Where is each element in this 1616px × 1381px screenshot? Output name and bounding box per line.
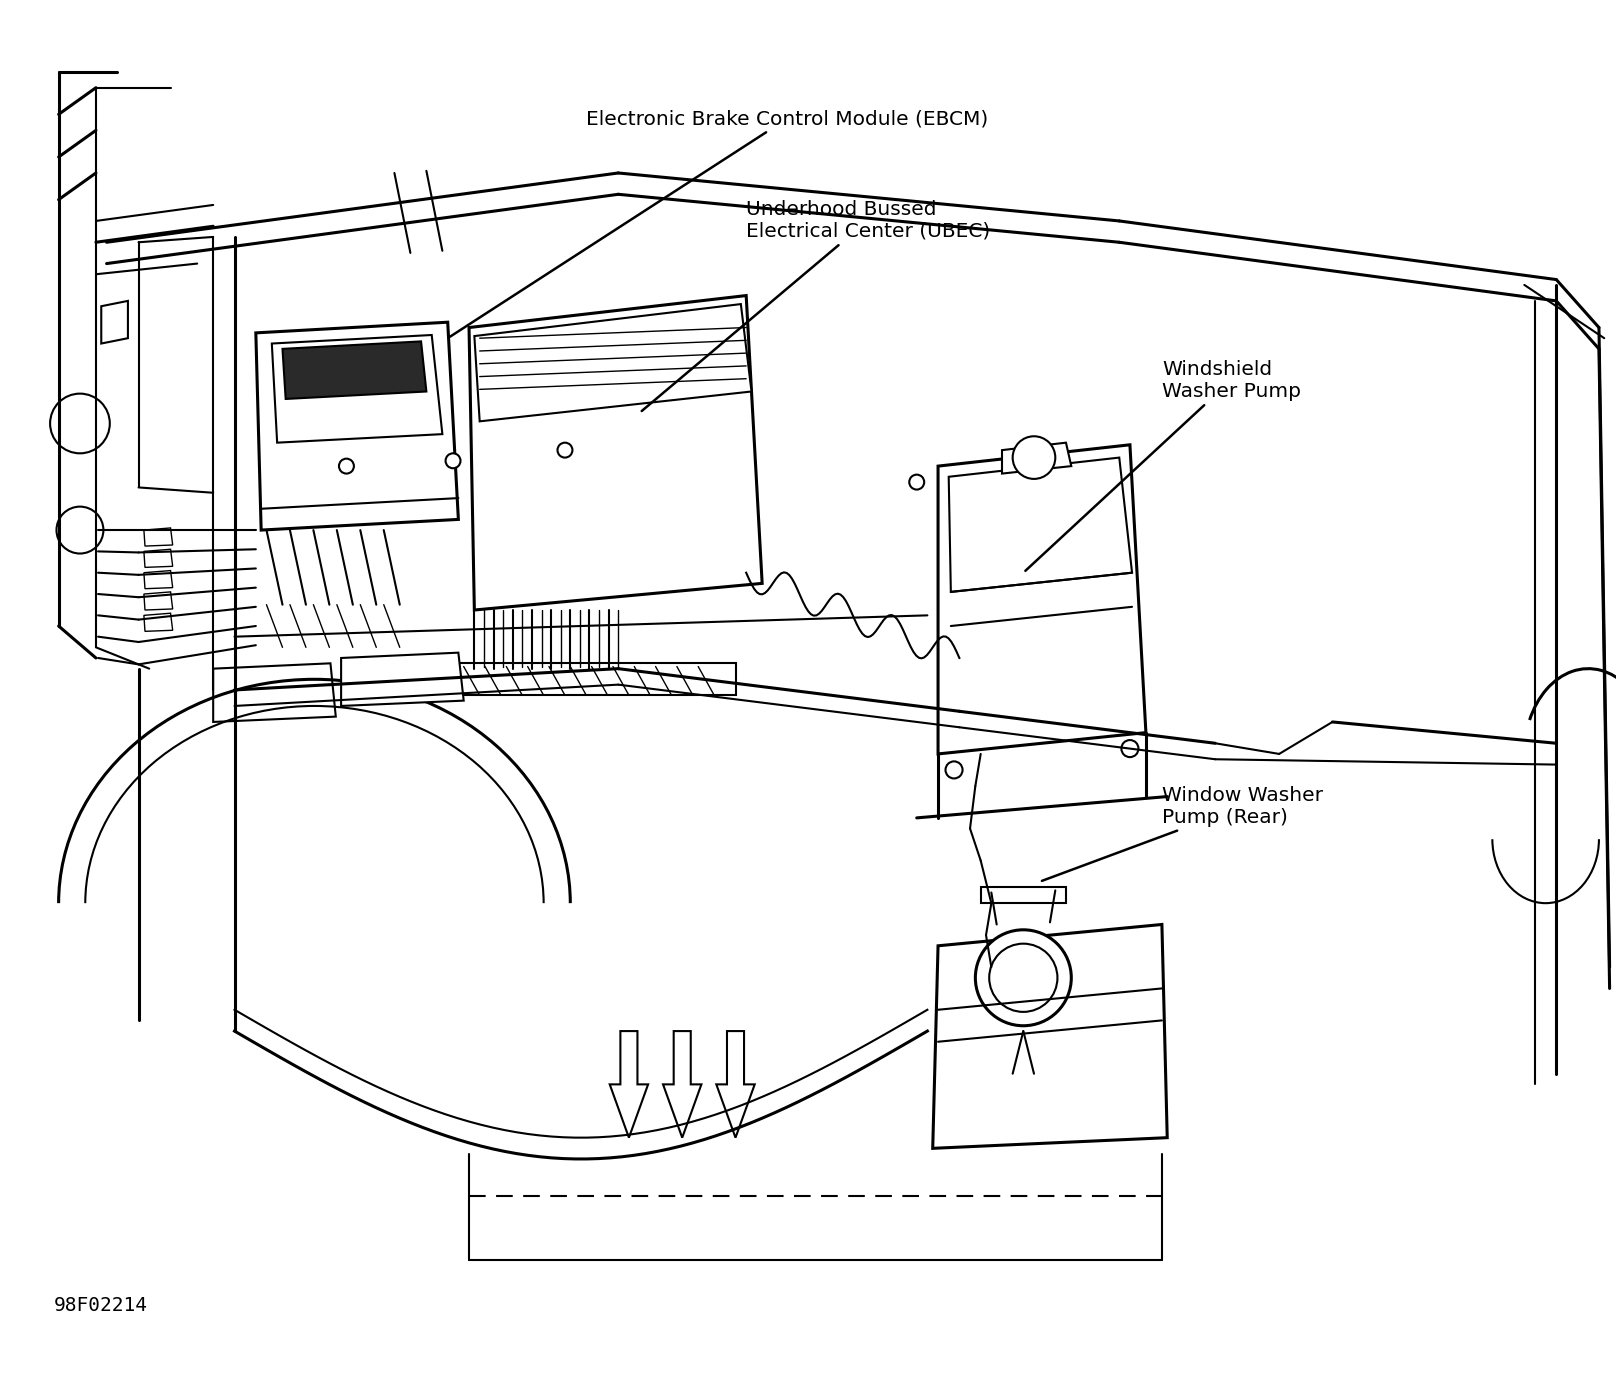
Circle shape — [50, 394, 110, 453]
Circle shape — [1122, 740, 1138, 757]
Bar — [981, 887, 1067, 903]
Polygon shape — [144, 550, 173, 568]
Polygon shape — [937, 445, 1146, 754]
Text: Window Washer
Pump (Rear): Window Washer Pump (Rear) — [1042, 786, 1324, 881]
Text: Underhood Bussed
Electrical Center (UBEC): Underhood Bussed Electrical Center (UBEC… — [642, 200, 991, 412]
Polygon shape — [609, 1032, 648, 1138]
Polygon shape — [1002, 443, 1071, 474]
Polygon shape — [144, 570, 173, 588]
Polygon shape — [271, 336, 443, 443]
Circle shape — [558, 443, 572, 457]
Circle shape — [1013, 436, 1055, 479]
Polygon shape — [283, 341, 427, 399]
Polygon shape — [255, 322, 459, 530]
Polygon shape — [469, 296, 763, 610]
Circle shape — [446, 453, 461, 468]
Polygon shape — [663, 1032, 701, 1138]
Circle shape — [339, 458, 354, 474]
Polygon shape — [144, 528, 173, 545]
Polygon shape — [716, 1032, 755, 1138]
Text: Windshield
Washer Pump: Windshield Washer Pump — [1026, 359, 1301, 570]
Circle shape — [976, 929, 1071, 1026]
Polygon shape — [341, 653, 464, 706]
Circle shape — [989, 943, 1057, 1012]
Polygon shape — [949, 457, 1133, 592]
Polygon shape — [144, 592, 173, 610]
Polygon shape — [213, 663, 336, 722]
Circle shape — [945, 761, 963, 779]
Polygon shape — [475, 304, 751, 421]
Text: Electronic Brake Control Module (EBCM): Electronic Brake Control Module (EBCM) — [449, 109, 989, 337]
Circle shape — [57, 507, 103, 554]
Polygon shape — [932, 924, 1167, 1149]
Polygon shape — [144, 613, 173, 631]
Polygon shape — [102, 301, 128, 344]
Bar — [459, 663, 735, 695]
Text: 98F02214: 98F02214 — [53, 1295, 147, 1315]
Circle shape — [910, 475, 924, 490]
